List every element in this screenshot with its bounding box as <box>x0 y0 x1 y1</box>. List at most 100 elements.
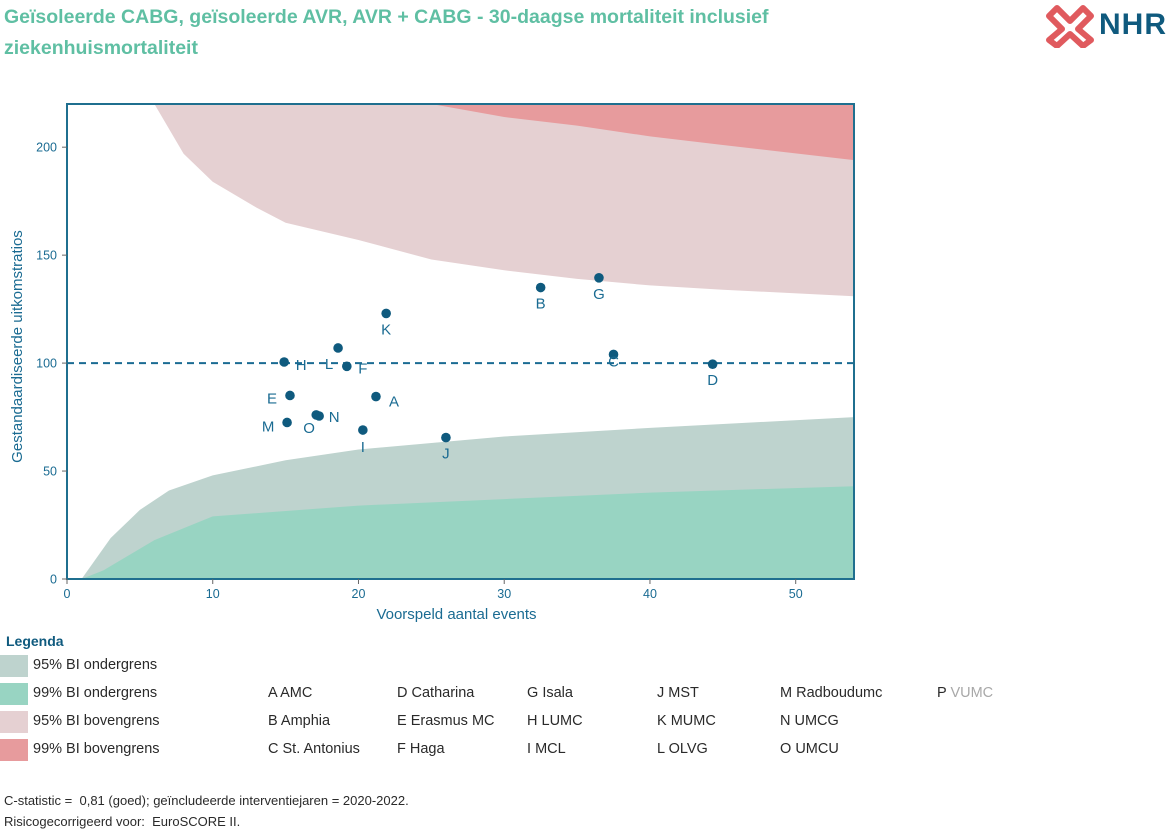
hospital-name: Radboudumc <box>796 685 883 701</box>
point-label-c: C <box>608 353 619 370</box>
data-point-l <box>333 343 343 353</box>
hospital-code: J <box>657 685 669 701</box>
hospital-name: MUMC <box>670 713 716 729</box>
hospital-name: Isala <box>542 685 573 701</box>
legend-hospital-p: P VUMC <box>937 685 993 701</box>
x-tick-label: 40 <box>643 587 657 601</box>
hospital-code: B <box>268 713 281 729</box>
hospital-name: Haga <box>409 741 445 757</box>
point-label-o: O <box>303 420 315 437</box>
point-label-k: K <box>381 321 391 338</box>
footnote-cstatistic: C-statistic = 0,81 (goed); geïncludeerde… <box>4 793 409 808</box>
hospital-name: St. Antonius <box>282 741 360 757</box>
nhr-logo: NHR <box>1045 2 1171 48</box>
hospital-code: A <box>268 685 281 701</box>
hospital-code: O <box>780 741 796 757</box>
footnote-risk-adjustment: Risicogecorrigeerd voor: EuroSCORE II. <box>4 814 241 829</box>
point-label-j: J <box>442 446 450 463</box>
x-tick-label: 10 <box>206 587 220 601</box>
data-point-d <box>707 359 718 369</box>
legend-hospital-j: J MST <box>657 685 699 701</box>
hospital-name: Erasmus MC <box>410 713 495 729</box>
data-point-k <box>381 308 391 319</box>
legend-swatch <box>0 683 28 705</box>
hospital-code: C <box>268 741 283 757</box>
legend-hospital-a: A AMC <box>268 685 312 701</box>
hospital-code: H <box>527 713 542 729</box>
hospital-code: F <box>397 741 410 757</box>
band-upper99 <box>431 104 854 161</box>
data-point-m <box>282 417 292 428</box>
data-point-a <box>371 391 381 402</box>
legend-label: 99% BI bovengrens <box>33 741 160 757</box>
point-label-b: B <box>536 296 546 313</box>
hospital-name: UMCG <box>794 713 839 729</box>
x-tick-label: 50 <box>789 587 803 601</box>
legend-hospital-l: L OLVG <box>657 741 708 757</box>
hospital-name: LUMC <box>541 713 583 729</box>
y-tick-label: 150 <box>36 249 57 263</box>
hospital-code: M <box>780 685 797 701</box>
point-label-l: L <box>325 356 333 373</box>
legend-swatch <box>0 739 28 761</box>
legend-hospital-o: O UMCU <box>780 741 839 757</box>
data-point-c <box>608 349 619 360</box>
data-point-g <box>594 273 604 283</box>
y-tick-label: 50 <box>43 465 57 479</box>
legend-label: 99% BI ondergrens <box>33 685 158 701</box>
hospital-code: L <box>657 741 669 757</box>
data-point-h <box>279 357 289 367</box>
point-label-g: G <box>593 286 605 303</box>
data-point-i <box>358 425 368 435</box>
data-point-o <box>314 411 324 421</box>
hospital-name: MST <box>668 685 699 701</box>
hospital-name: OLVG <box>668 741 708 757</box>
point-label-a: A <box>389 394 399 411</box>
plot-frame <box>66 103 855 580</box>
x-tick-label: 30 <box>497 587 511 601</box>
legend-hospital-b: B Amphia <box>268 713 330 729</box>
data-point-e <box>285 390 295 401</box>
hospital-name: Amphia <box>280 713 331 729</box>
point-label-h: H <box>296 357 307 374</box>
legend-label: 95% BI ondergrens <box>33 657 158 673</box>
legend-title: Legenda <box>6 633 64 649</box>
hospital-code: D <box>397 685 412 701</box>
point-label-m: M <box>262 418 275 435</box>
band-upper95 <box>154 104 854 297</box>
hospital-code: P <box>937 685 951 701</box>
legend-hospital-d: D Catharina <box>397 685 474 701</box>
legend-hospital-e: E Erasmus MC <box>397 713 495 729</box>
data-point-j <box>441 432 451 443</box>
logo-text: NHR <box>1099 8 1167 41</box>
hospital-name: UMCU <box>795 741 839 757</box>
y-tick-label: 200 <box>36 141 57 155</box>
legend-hospital-f: F Haga <box>397 741 445 757</box>
legend-hospital-n: N UMCG <box>780 713 839 729</box>
legend-hospital-k: K MUMC <box>657 713 716 729</box>
legend-hospital-i: I MCL <box>527 741 566 757</box>
legend-hospital-g: G Isala <box>527 685 573 701</box>
y-axis-label: Gestandaardiseerde uitkomstratios <box>9 230 26 463</box>
hospital-code: N <box>780 713 795 729</box>
legend-swatch <box>0 655 28 677</box>
y-tick-label: 0 <box>50 573 57 587</box>
hospital-code: E <box>397 713 411 729</box>
hospital-name: AMC <box>280 685 313 701</box>
hospital-name: Catharina <box>411 685 475 701</box>
x-axis-label: Voorspeld aantal events <box>376 606 536 623</box>
hospital-name: MCL <box>535 741 566 757</box>
data-point-f <box>342 361 352 372</box>
legend-label: 95% BI bovengrens <box>33 713 160 729</box>
point-label-e: E <box>267 390 277 407</box>
x-tick-label: 0 <box>64 587 71 601</box>
nhr-cross-logo-icon <box>1046 5 1094 48</box>
legend-swatch <box>0 711 28 733</box>
chart-title: Geïsoleerde CABG, geïsoleerde AVR, AVR +… <box>4 6 769 59</box>
x-tick-label: 20 <box>352 587 366 601</box>
legend-hospital-c: C St. Antonius <box>268 741 360 757</box>
band-lower99 <box>81 486 854 579</box>
legend-hospital-h: H LUMC <box>527 713 583 729</box>
hospital-code: I <box>527 741 536 757</box>
point-label-i: I <box>361 439 365 456</box>
